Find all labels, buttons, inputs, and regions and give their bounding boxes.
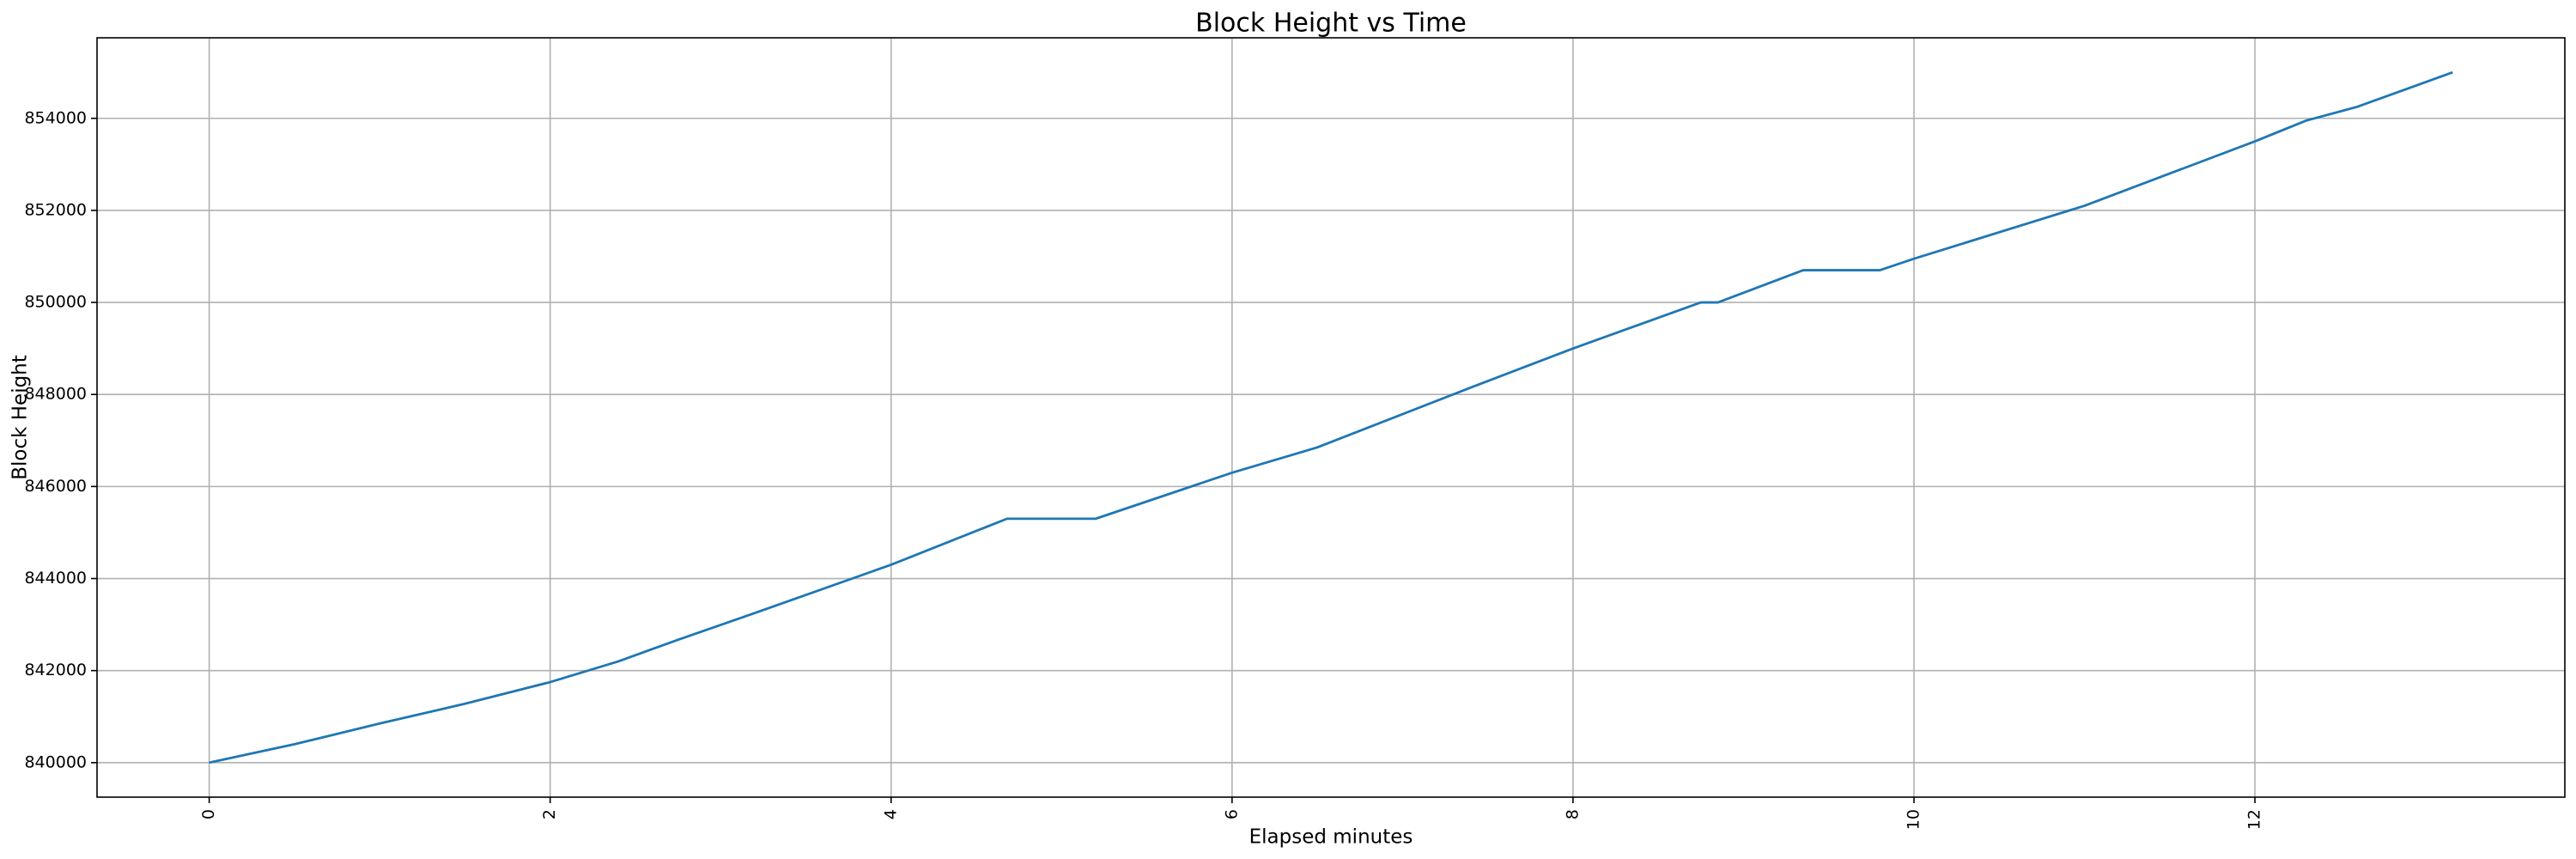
y-tick-label: 842000 (24, 661, 87, 679)
plot-frame (96, 37, 2566, 798)
y-axis-label: Block Height (9, 355, 32, 480)
y-tick-label: 854000 (24, 108, 87, 127)
x-tick-label: 12 (2245, 809, 2264, 830)
x-tick-label: 10 (1904, 809, 1923, 830)
x-tick-label: 8 (1563, 809, 1582, 819)
y-tick-label: 848000 (24, 385, 87, 404)
data-line (209, 70, 2453, 765)
x-tick-label: 4 (881, 809, 900, 819)
y-tick-label: 852000 (24, 200, 87, 219)
y-tick-label: 840000 (24, 752, 87, 771)
chart-title: Block Height vs Time (1195, 9, 1467, 39)
y-tick-label: 850000 (24, 293, 87, 312)
x-tick-label: 2 (540, 809, 559, 819)
y-tick-label: 844000 (24, 569, 87, 588)
x-tick-label: 0 (199, 809, 218, 819)
x-tick-label: 6 (1222, 809, 1241, 819)
x-axis-label: Elapsed minutes (1249, 826, 1413, 849)
y-tick-label: 846000 (24, 477, 87, 496)
